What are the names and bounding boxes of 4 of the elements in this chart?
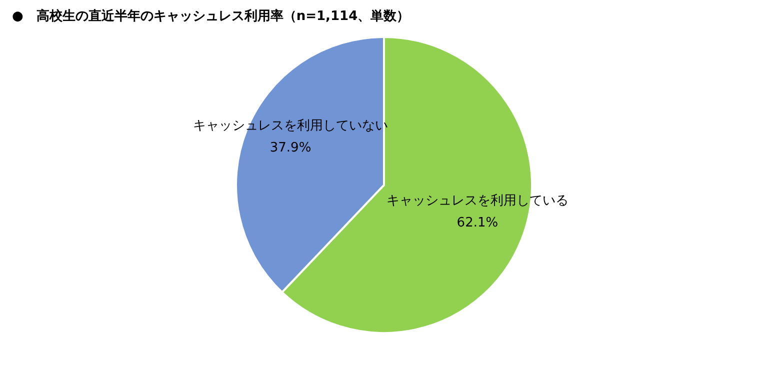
data-label: 62.1% xyxy=(456,215,498,230)
title: ● 高校生の直近半年のキャッシュレス利用率（n=1,114、単数） xyxy=(12,9,410,24)
data-label: 37.9% xyxy=(270,140,312,156)
slice-label: キャッシュレスを利用している xyxy=(386,193,568,208)
